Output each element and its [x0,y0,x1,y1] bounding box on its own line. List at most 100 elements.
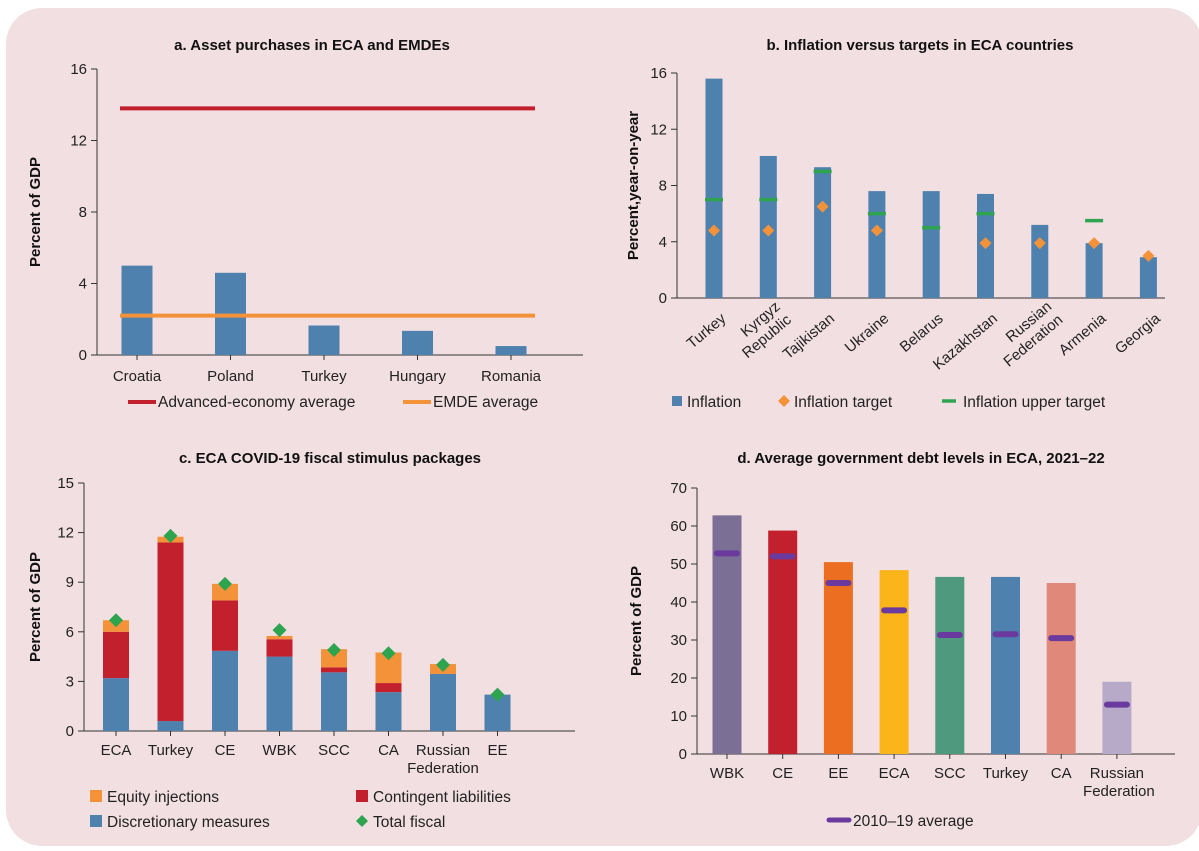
x-tick-label: EE [828,765,848,782]
target-diamond [816,200,829,213]
bar [768,530,798,754]
legend-swatch [90,815,102,827]
chart-d: d. Average government debt levels in ECA… [628,450,1175,830]
x-tick-label-line: Ukraine [842,310,893,356]
chart-b: b. Inflation versus targets in ECA count… [625,37,1165,411]
x-tick-label: Croatia [113,368,162,385]
x-tick-label: Turkey [983,765,1029,782]
bar [1102,681,1132,754]
bar [1085,243,1103,298]
bar [308,325,340,355]
y-tick-label: 16 [650,65,667,82]
x-tick-label: Turkey [301,368,347,385]
target-diamond [1088,237,1101,250]
x-tick-label: SCC [934,765,966,782]
stacked-bar-segment [266,656,293,731]
x-tick-label: Belarus [897,310,947,356]
y-tick-label: 70 [670,480,687,497]
y-tick-label: 30 [670,632,687,649]
legend-label: Equity injections [107,789,219,806]
x-tick-label-line: Federation [1083,783,1155,800]
target-diamond [1142,249,1155,262]
legend-label: Total fiscal [373,814,445,831]
total-diamond [272,623,287,638]
chart-d-title: d. Average government debt levels in ECA… [737,450,1104,467]
y-tick-label: 0 [659,290,667,307]
legend-label: Inflation upper target [963,394,1106,411]
y-tick-label: 6 [66,624,74,641]
bar [402,330,433,355]
bar [922,191,940,298]
target-diamond [708,224,720,237]
x-tick-label-line: Turkey [684,310,730,352]
x-tick-label: Armenia [1056,310,1110,359]
x-tick-label: ECA [101,742,132,759]
chart-c-title: c. ECA COVID-19 fiscal stimulus packages [179,450,481,467]
x-tick-label: CE [215,742,236,759]
x-tick-label-line: Russian [416,742,470,759]
x-tick-label: ECA [879,765,910,782]
x-tick-label: CA [378,742,399,759]
x-tick-label: WBK [710,765,744,782]
y-tick-label: 9 [66,574,74,591]
total-diamond [163,528,178,543]
x-tick-label-line: Belarus [897,310,947,356]
y-tick-label: 16 [70,61,87,78]
y-tick-label: 8 [659,178,667,195]
chart-c: c. ECA COVID-19 fiscal stimulus packages… [27,450,575,831]
chart-b-title: b. Inflation versus targets in ECA count… [766,37,1073,54]
y-tick-label: 40 [670,594,687,611]
stacked-bar-segment [321,672,347,731]
x-tick-label: Turkey [148,742,194,759]
y-axis-title: Percent of GDP [27,552,44,662]
stacked-bar-segment [157,721,184,731]
x-tick-label-line: Russian [1090,765,1144,782]
y-tick-label: 20 [670,670,687,687]
y-tick-label: 0 [66,723,74,740]
total-diamond [436,657,450,672]
stacked-bar-segment [321,667,347,673]
target-diamond [1033,237,1046,250]
y-tick-label: 10 [670,708,687,725]
stacked-bar-segment [266,635,293,640]
x-tick-label: WBK [262,742,296,759]
y-axis-title: Percent,year-on-year [625,111,642,260]
legend-swatch [356,790,368,802]
total-diamond [381,646,396,661]
legend-label: EMDE average [433,394,538,411]
stacked-bar-segment [375,692,402,731]
x-tick-label: Georgia [1112,310,1164,358]
legend-label: Inflation [687,394,741,411]
y-tick-label: 0 [679,746,687,763]
total-diamond [490,687,505,702]
legend-label: Inflation target [794,394,893,411]
legend-swatch [672,396,682,406]
bar [1031,224,1049,298]
x-tick-label: EE [487,742,507,759]
bar [935,576,965,754]
chart-a-title: a. Asset purchases in ECA and EMDEs [174,37,450,54]
y-tick-label: 60 [670,518,687,535]
x-tick-label: CE [772,765,793,782]
legend-swatch [90,790,102,802]
y-axis-title: Percent of GDP [628,566,645,676]
y-tick-label: 4 [79,276,87,293]
bar [1139,257,1157,298]
stacked-bar-segment [375,683,402,693]
total-diamond [109,613,123,628]
x-tick-label: CA [1051,765,1072,782]
bar [495,346,527,355]
chart-a: a. Asset purchases in ECA and EMDEs 0 4 8 12… [27,37,583,411]
bar [868,191,886,298]
total-diamond [327,642,341,657]
y-tick-label: 4 [659,234,667,251]
stacked-bar-segment [157,542,184,722]
stacked-bar-segment [212,583,238,601]
stacked-bar-segment [103,678,129,731]
x-tick-label-line: Federation [407,760,479,777]
legend-swatch [356,815,368,827]
target-diamond [762,224,775,237]
